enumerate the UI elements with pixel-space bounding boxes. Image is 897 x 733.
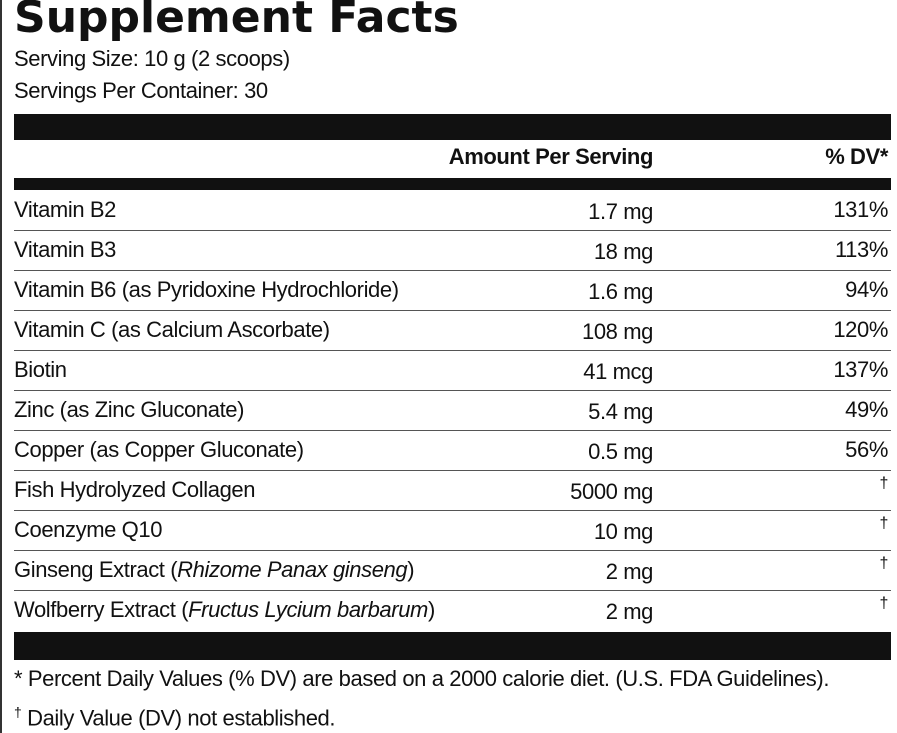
name-close: ) [427,597,435,622]
amount: 2 mg [605,599,654,624]
nutrient-name: Biotin [14,357,67,383]
name: Ginseng Extract ( [14,557,178,582]
name: Zinc (as Zinc Gluconate) [14,397,245,422]
servings-per-container: Servings Per Container: 30 [14,78,268,103]
daily-value: 56% [845,437,888,462]
name: Vitamin B6 (as Pyridoxine Hydrochloride) [14,277,399,302]
amount: 108 mg [582,319,653,344]
nutrient-name: Copper (as Copper Gluconate) [14,437,304,463]
latin-name: Fructus Lycium barbarum [188,597,428,622]
row-rule [14,390,891,391]
amount: 0.5 mg [588,439,653,464]
daily-value: † [879,595,889,612]
daily-value: † [879,555,889,572]
amount: 10 mg [593,519,654,544]
amount: 1.6 mg [588,279,653,304]
row-rule [14,270,891,271]
amount: 5.4 mg [588,399,653,424]
daily-value: 120% [833,317,888,342]
amount: 2 mg [605,559,654,584]
nutrient-name: Fish Hydrolyzed Collagen [14,477,255,503]
serving-size: Serving Size: 10 g (2 scoops) [14,46,290,71]
nutrient-name: Ginseng Extract (Rhizome Panax ginseng) [14,557,415,583]
dagger: † [14,704,22,720]
nutrient-name: Vitamin C (as Calcium Ascorbate) [14,317,330,343]
name-close: ) [407,557,415,582]
amount: 5000 mg [570,479,653,504]
amount: 18 mg [593,239,654,264]
name: Copper (as Copper Gluconate) [14,437,304,462]
column-header: Amount Per Serving [448,144,654,169]
nutrient-name: Zinc (as Zinc Gluconate) [14,397,244,423]
nutrient-name: Vitamin B2 [14,197,116,223]
name: Vitamin B2 [14,197,116,222]
daily-value: 94% [845,277,888,302]
row-rule [14,550,891,551]
thick-rule [14,632,891,660]
row-rule [14,350,891,351]
row-rule [14,510,891,511]
nutrient-name: Vitamin B3 [14,237,116,263]
nutrient-name: Vitamin B6 (as Pyridoxine Hydrochloride) [14,277,399,303]
name: Vitamin B3 [14,237,116,262]
row-rule [14,230,891,231]
title: Supplement Facts [14,0,459,43]
amount: 41 mcg [583,359,653,384]
daily-value: 131% [833,197,888,222]
name: Vitamin C (as Calcium Ascorbate) [14,317,330,342]
daily-value: † [879,475,889,492]
row-rule [14,590,891,591]
footnote: * Percent Daily Values (% DV) are based … [14,666,830,691]
amount: 1.7 mg [588,199,653,224]
name: Wolfberry Extract ( [14,597,189,622]
column-header: % DV* [825,144,888,169]
daily-value: 49% [845,397,888,422]
nutrient-name: Wolfberry Extract (Fructus Lycium barbar… [14,597,435,623]
name: Biotin [14,357,67,382]
thick-rule [14,178,891,190]
name: Coenzyme Q10 [14,517,163,542]
daily-value: † [879,515,889,532]
nutrient-name: Coenzyme Q10 [14,517,162,543]
row-rule [14,470,891,471]
row-rule [14,310,891,311]
latin-name: Rhizome Panax ginseng [177,557,408,582]
footnote-text: Daily Value (DV) not established. [27,705,336,731]
daily-value: 137% [833,357,888,382]
footnote: † Daily Value (DV) not established. [14,699,336,731]
name: Fish Hydrolyzed Collagen [14,477,256,502]
thick-rule [14,114,891,140]
row-rule [14,430,891,431]
daily-value: 113% [834,237,888,262]
